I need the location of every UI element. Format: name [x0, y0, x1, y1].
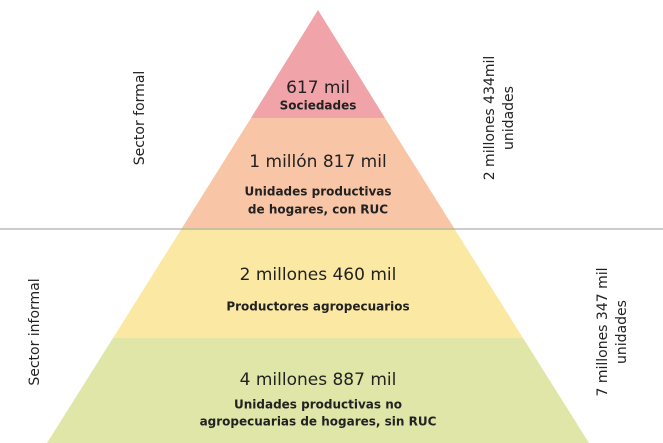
level-agropecuarios	[113, 228, 523, 338]
total-label: unidades	[614, 300, 630, 364]
total-label: unidades	[501, 86, 517, 150]
amount: 2 millones 460 mil	[240, 265, 397, 285]
description: Unidades productivas	[244, 185, 391, 199]
description: de hogares, con RUC	[248, 203, 388, 217]
sector-label: Sector informal	[27, 278, 43, 385]
description: Unidades productivas no	[234, 398, 402, 412]
description: agropecuarias de hogares, sin RUC	[200, 415, 437, 429]
total-label: 2 millones 434mil	[482, 56, 498, 181]
sector-label: Sector formal	[132, 71, 148, 166]
description: Sociedades	[280, 99, 357, 113]
total-label: 7 millones 347 mil	[595, 267, 611, 396]
description: Productores agropecuarios	[226, 300, 409, 314]
level-sin-ruc	[47, 338, 589, 443]
amount: 4 millones 887 mil	[240, 370, 397, 390]
level-sociedades	[251, 10, 385, 118]
amount: 1 millón 817 mil	[249, 152, 386, 172]
level-con-ruc	[182, 118, 454, 228]
amount: 617 mil	[286, 78, 350, 98]
